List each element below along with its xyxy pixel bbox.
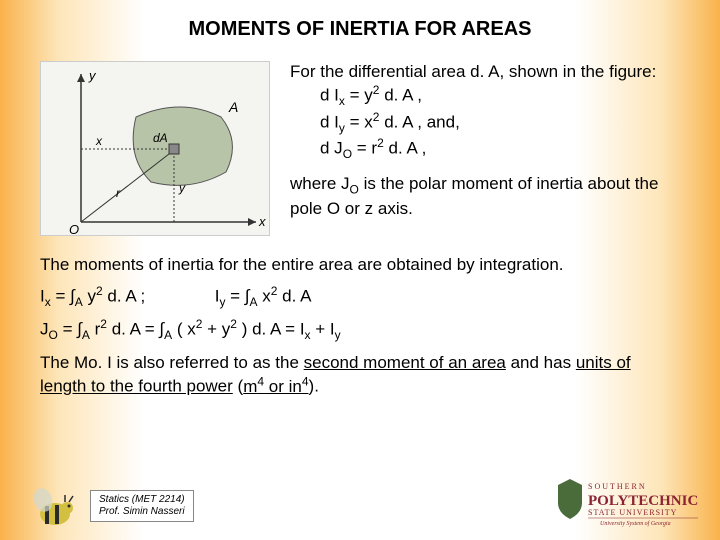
y-dim-label: y <box>178 181 186 195</box>
origin-label: O <box>69 222 79 237</box>
logo-southern: SOUTHERN <box>588 482 647 491</box>
intro-line: For the differential area d. A, shown in… <box>290 61 680 83</box>
diff-equations: d Ix = y2 d. A , d Iy = x2 d. A , and, d… <box>290 83 680 163</box>
logo-polytechnic: POLYTECHNIC <box>588 493 698 509</box>
slide-footer: Statics (MET 2214) Prof. Simin Nasseri S… <box>0 477 720 532</box>
r-label: r <box>116 186 121 200</box>
second-moment-note: The Mo. I is also referred to as the sec… <box>0 342 720 398</box>
eq-dJO: d JO = r2 d. A , <box>320 136 680 163</box>
x-dim-label: x <box>95 134 103 148</box>
dA-label: dA <box>153 131 168 145</box>
diagram-figure: y x O A dA x y r <box>40 61 270 236</box>
logo-tagline: University System of Georgia <box>600 520 671 527</box>
intro-text-block: For the differential area d. A, shown in… <box>270 61 680 236</box>
slide-title: MOMENTS OF INERTIA FOR AREAS <box>0 0 720 41</box>
axis-x-label: x <box>258 214 266 229</box>
eq-dIx: d Ix = y2 d. A , <box>320 83 680 110</box>
integral-row-2: JO = ∫A r2 d. A = ∫A ( x2 + y2 ) d. A = … <box>0 309 720 342</box>
university-logo: SOUTHERN POLYTECHNIC STATE UNIVERSITY Un… <box>550 477 700 527</box>
integration-note: The moments of inertia for the entire ar… <box>0 236 720 276</box>
top-section: y x O A dA x y r For the differential ar… <box>0 61 720 236</box>
integral-row-1: Ix = ∫A y2 d. A ; Iy = ∫A x2 d. A <box>0 276 720 309</box>
polar-note: where JO is the polar moment of inertia … <box>290 173 680 220</box>
eq-dIy: d Iy = x2 d. A , and, <box>320 110 680 137</box>
course-code: Statics (MET 2214) <box>99 494 185 506</box>
logo-state: STATE UNIVERSITY <box>588 508 677 517</box>
bee-mascot-icon <box>25 482 80 532</box>
axis-y-label: y <box>88 68 97 83</box>
course-info-box: Statics (MET 2214) Prof. Simin Nasseri <box>90 490 194 522</box>
professor-name: Prof. Simin Nasseri <box>99 506 185 518</box>
area-label: A <box>228 99 238 115</box>
